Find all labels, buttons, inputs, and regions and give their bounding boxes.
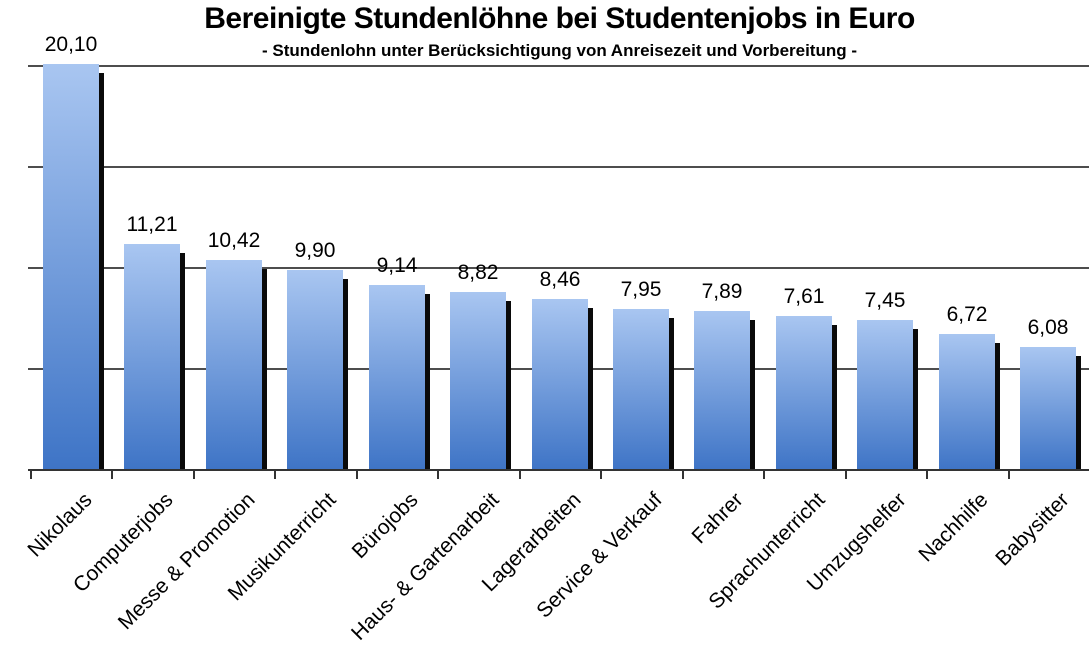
axis-tick (682, 470, 684, 479)
bar (939, 334, 995, 470)
bar (857, 320, 913, 470)
bar-shadow (179, 253, 185, 470)
axis-tick (763, 470, 765, 479)
bar-shadow (342, 279, 348, 470)
bar-value-label: 9,14 (376, 254, 418, 277)
gridline (28, 65, 1089, 67)
bar-value-label: 7,45 (864, 289, 906, 312)
chart-title: Bereinigte Stundenlöhne bei Studentenjob… (204, 2, 915, 35)
bar (369, 285, 425, 470)
bar (694, 311, 750, 470)
bar-value-label: 7,61 (783, 285, 825, 308)
bar (1020, 347, 1076, 470)
bar-shadow (668, 318, 674, 470)
axis-tick (274, 470, 276, 479)
bar-value-label: 8,46 (539, 268, 581, 291)
bar-shadow (912, 329, 918, 470)
axis-tick (356, 470, 358, 479)
bar-shadow (831, 325, 837, 470)
bar-shadow (424, 294, 430, 470)
bar-shadow (98, 73, 104, 470)
gridline (28, 166, 1089, 168)
axis-tick (926, 470, 928, 479)
bar-value-label: 10,42 (207, 229, 261, 252)
axis-tick (437, 470, 439, 479)
bar-value-label: 11,21 (126, 213, 178, 236)
axis-tick (111, 470, 113, 479)
bar-value-label: 7,95 (620, 278, 662, 301)
x-axis-line (28, 469, 1089, 471)
bar (776, 316, 832, 470)
bar-value-label: 9,90 (294, 239, 336, 262)
bar (532, 299, 588, 470)
bar-value-label: 20,10 (44, 33, 98, 56)
bar-shadow (505, 301, 511, 470)
axis-tick (845, 470, 847, 479)
chart-subtitle: - Stundenlohn unter Berücksichtigung von… (261, 41, 858, 60)
gridline (28, 267, 1089, 269)
axis-tick (519, 470, 521, 479)
bar-value-label: 6,72 (946, 303, 988, 326)
axis-tick (193, 470, 195, 479)
bar (287, 270, 343, 470)
bar-value-label: 8,82 (457, 261, 499, 284)
bar-shadow (749, 320, 755, 470)
axis-tick (1008, 470, 1010, 479)
bar (43, 64, 99, 470)
bar (124, 244, 180, 470)
bar-shadow (1075, 356, 1081, 470)
bar-value-label: 6,08 (1027, 316, 1069, 339)
category-label: Computerjobs (68, 488, 178, 597)
bar-shadow (587, 308, 593, 470)
axis-tick (600, 470, 602, 479)
axis-tick (30, 470, 32, 479)
bar (206, 260, 262, 470)
bar (450, 292, 506, 470)
bar (613, 309, 669, 470)
bar-shadow (261, 269, 267, 470)
bar-shadow (994, 343, 1000, 470)
bar-value-label: 7,89 (701, 280, 743, 303)
